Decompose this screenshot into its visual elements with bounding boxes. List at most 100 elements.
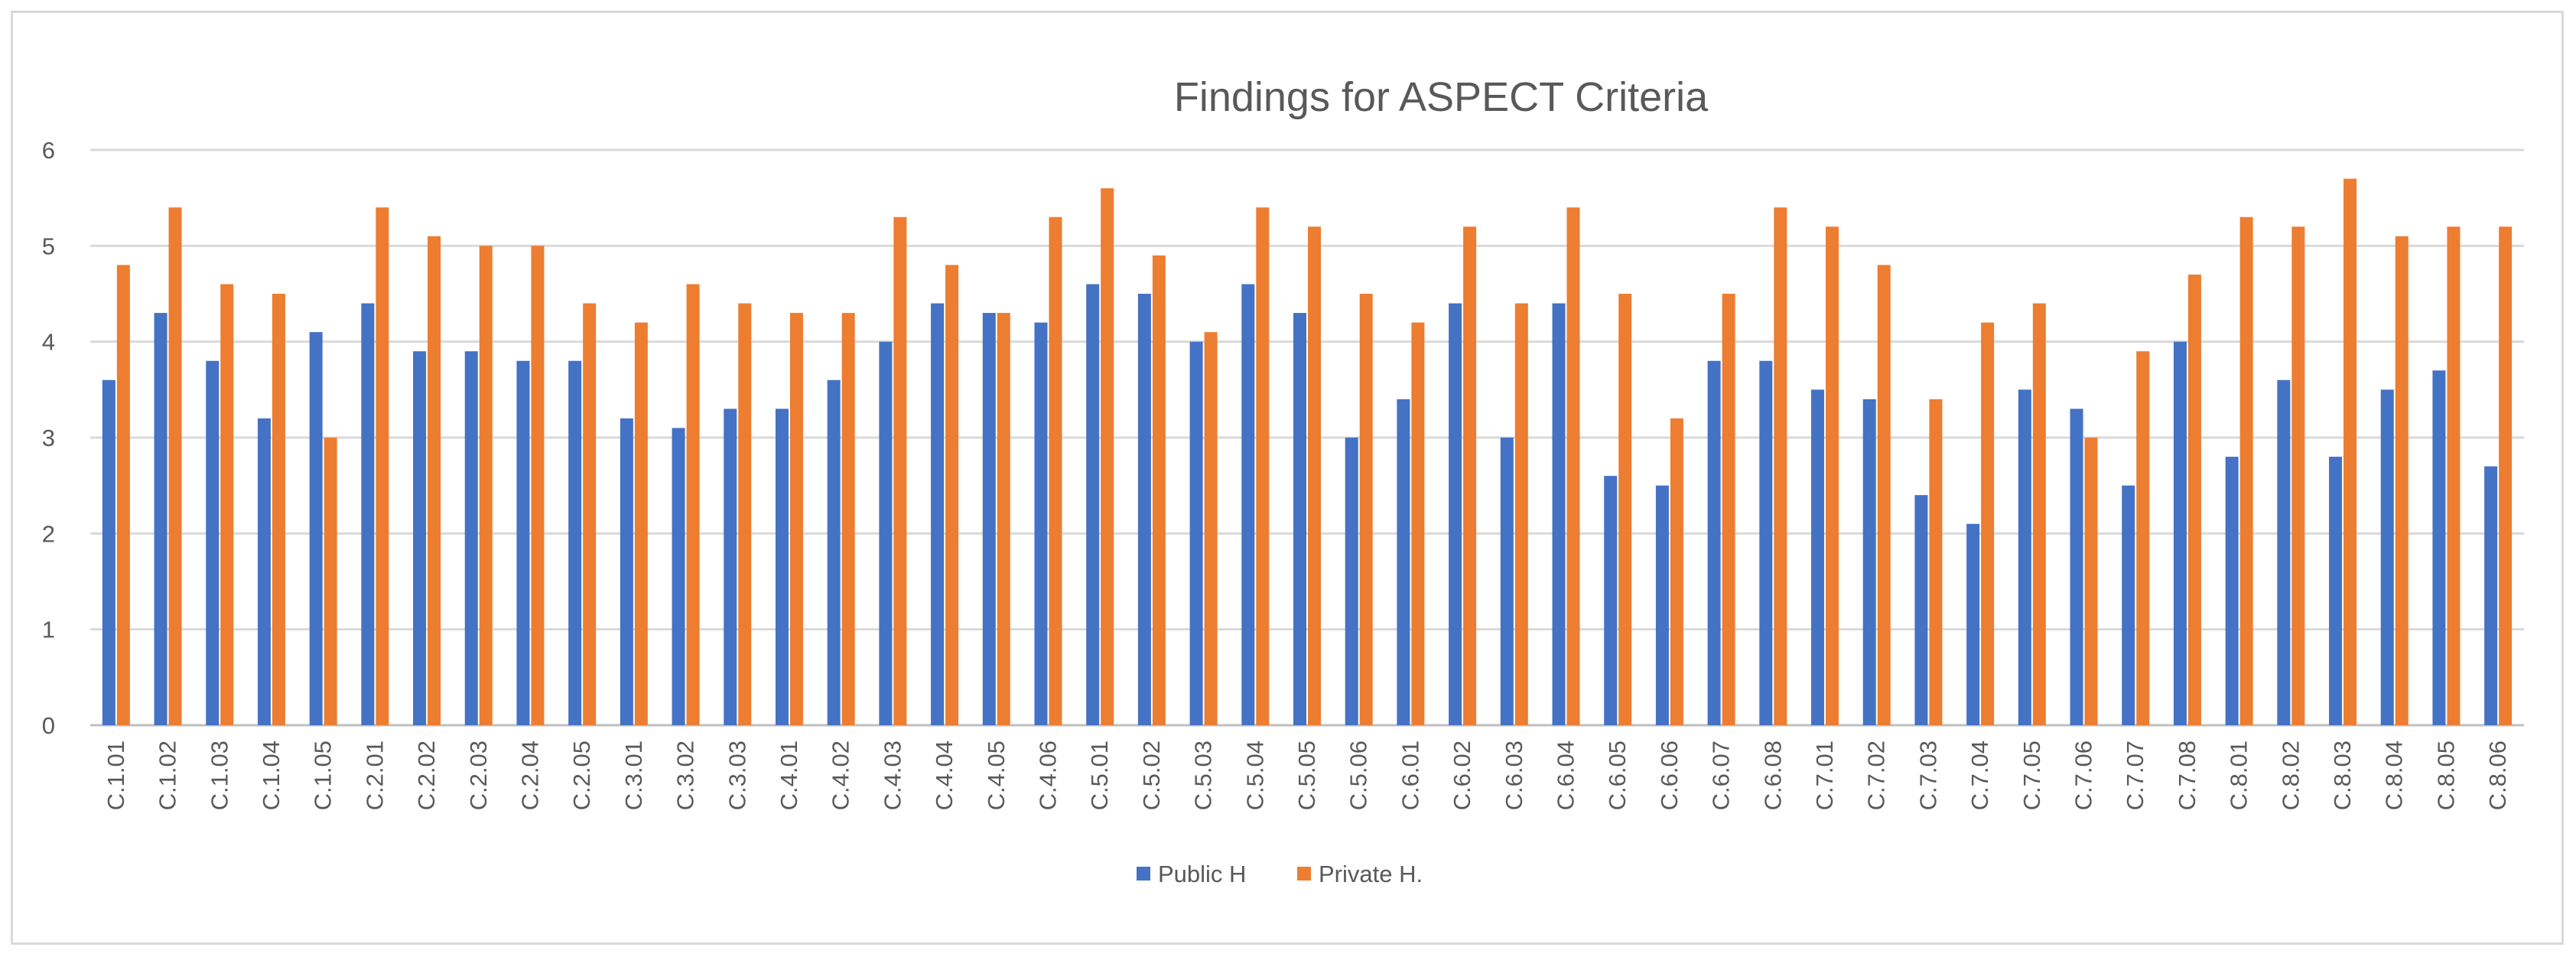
y-tick-label: 3 [42, 425, 55, 451]
legend-swatch [1297, 867, 1311, 881]
x-tick-label: C.1.02 [154, 741, 181, 810]
bar-private-h [2499, 226, 2513, 725]
bar-public-h [1914, 495, 1928, 725]
bar-public-h [672, 428, 685, 725]
bar-private-h [531, 246, 545, 725]
x-tick-label: C.4.03 [879, 741, 906, 810]
x-tick-label: C.6.03 [1501, 741, 1527, 810]
bar-public-h [1811, 389, 1825, 725]
bar-private-h [116, 265, 130, 725]
bar-private-h [1981, 322, 1995, 726]
bar-public-h [1966, 523, 1980, 725]
x-tick-label: C.5.06 [1345, 741, 1372, 810]
bar-public-h [931, 303, 945, 725]
bar-public-h [775, 409, 789, 725]
bar-public-h [413, 351, 427, 725]
bar-private-h [841, 313, 855, 726]
x-tick-label: C.5.03 [1190, 741, 1217, 810]
x-tick-label: C.5.02 [1138, 741, 1165, 810]
bar-private-h [2447, 226, 2461, 725]
x-tick-label: C.4.02 [828, 741, 854, 810]
bar-private-h [2032, 303, 2046, 725]
bar-public-h [1449, 303, 1462, 725]
bar-private-h [2395, 236, 2408, 725]
x-tick-label: C.7.02 [1863, 741, 1890, 810]
bar-public-h [1707, 360, 1721, 725]
bar-public-h [827, 379, 841, 725]
bar-private-h [1826, 226, 1839, 725]
bar-public-h [2070, 409, 2083, 725]
x-tick-label: C.2.04 [516, 741, 543, 810]
y-tick-label: 5 [42, 233, 55, 259]
bar-public-h [1862, 399, 1876, 725]
x-tick-label: C.8.03 [2329, 741, 2356, 810]
x-tick-label: C.6.02 [1449, 741, 1475, 810]
bar-public-h [1397, 399, 1410, 725]
x-tick-label: C.7.08 [2174, 741, 2200, 810]
bar-public-h [1189, 341, 1203, 725]
bar-public-h [1137, 294, 1151, 725]
x-tick-label: C.7.04 [1966, 741, 1993, 810]
x-tick-label: C.3.02 [672, 741, 699, 810]
y-tick-label: 1 [42, 617, 55, 643]
bar-public-h [1655, 485, 1669, 725]
bars [102, 178, 2513, 726]
bar-private-h [428, 236, 441, 725]
x-tick-label: C.8.06 [2484, 741, 2511, 810]
x-tick-label: C.2.01 [361, 741, 388, 810]
x-tick-label: C.8.04 [2381, 741, 2408, 810]
x-tick-label: C.2.03 [465, 741, 492, 810]
bar-public-h [1759, 360, 1773, 725]
x-tick-label: C.3.01 [620, 741, 647, 810]
chart-title: Findings for ASPECT Criteria [1173, 74, 1709, 120]
bar-public-h [1604, 476, 1618, 725]
y-axis-tick-labels: 0 1 2 3 4 5 6 [42, 137, 55, 739]
x-tick-label: C.4.04 [931, 741, 958, 810]
bar-private-h [1204, 332, 1218, 726]
x-tick-label: C.8.05 [2432, 741, 2459, 810]
bar-public-h [2380, 389, 2394, 725]
bar-public-h [879, 341, 893, 725]
x-tick-label: C.7.07 [2122, 741, 2148, 810]
x-tick-label: C.7.05 [2018, 741, 2045, 810]
bar-private-h [1514, 303, 1528, 725]
bar-public-h [1293, 313, 1306, 726]
x-tick-label: C.8.02 [2277, 741, 2304, 810]
x-axis-tick-labels: C.1.01 C.1.02 C.1.03 C.1.04 C.1.05 C.2.01 C.2.… [102, 741, 2511, 810]
legend-label: Private H. [1319, 861, 1423, 887]
x-tick-label: C.6.01 [1397, 741, 1423, 810]
bar-public-h [154, 313, 168, 726]
bar-private-h [945, 265, 959, 725]
bar-public-h [206, 360, 220, 725]
bar-private-h [1101, 188, 1114, 726]
x-tick-label: C.4.06 [1034, 741, 1061, 810]
bar-public-h [2018, 389, 2031, 725]
bar-private-h [1308, 226, 1321, 725]
bar-private-h [2343, 178, 2357, 726]
bar-public-h [1241, 284, 1255, 725]
x-tick-label: C.6.06 [1656, 741, 1683, 810]
x-tick-label: C.1.04 [258, 741, 285, 810]
bar-public-h [1086, 284, 1100, 725]
bar-private-h [2187, 274, 2201, 725]
x-tick-label: C.7.03 [1914, 741, 1941, 810]
bar-public-h [464, 351, 478, 725]
bar-public-h [1034, 322, 1048, 726]
bar-public-h [2432, 370, 2446, 725]
bar-private-h [376, 207, 389, 725]
bar-public-h [516, 360, 530, 725]
bar-public-h [620, 418, 633, 725]
bar-public-h [2225, 457, 2239, 725]
x-tick-label: C.7.06 [2070, 741, 2097, 810]
bar-private-h [1566, 207, 1580, 725]
bar-private-h [686, 284, 700, 725]
bar-public-h [1552, 303, 1566, 725]
bar-private-h [1722, 294, 1735, 725]
x-tick-label: C.5.04 [1241, 741, 1268, 810]
x-tick-label: C.6.04 [1553, 741, 1579, 810]
bar-public-h [361, 303, 375, 725]
bar-private-h [1152, 255, 1166, 725]
x-tick-label: C.2.02 [413, 741, 440, 810]
x-tick-label: C.7.01 [1811, 741, 1838, 810]
bar-private-h [634, 322, 648, 726]
